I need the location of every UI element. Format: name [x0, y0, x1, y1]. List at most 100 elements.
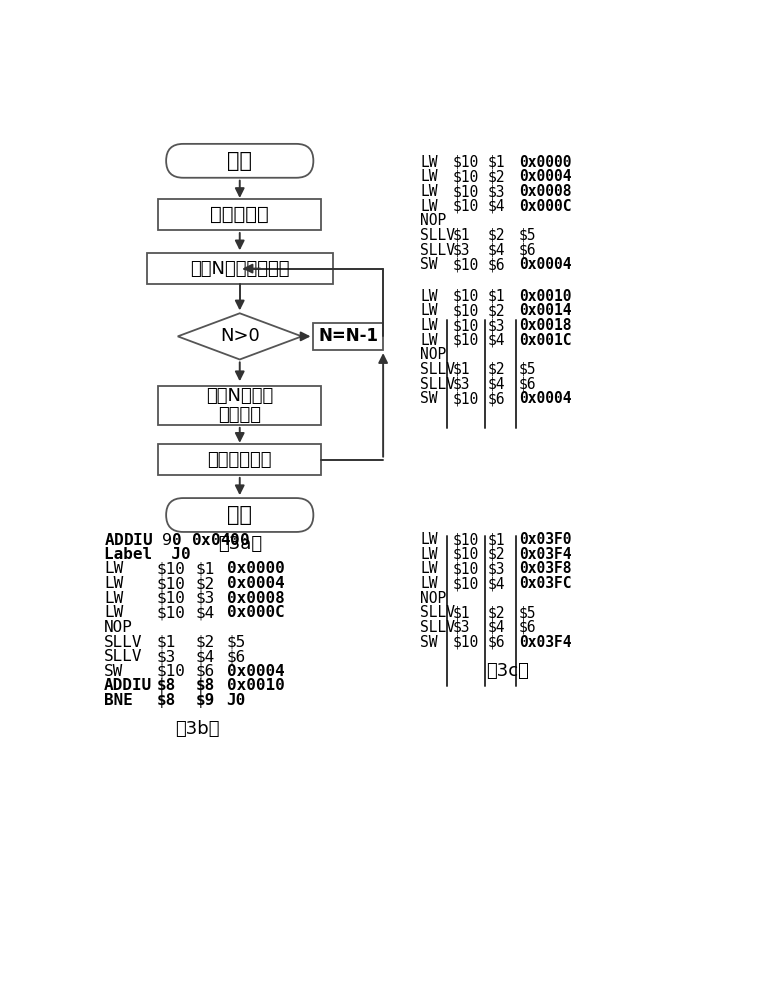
Text: $10: $10: [157, 576, 186, 591]
Text: $10: $10: [453, 155, 479, 170]
Text: SLLV: SLLV: [104, 649, 143, 664]
Text: 0x000C: 0x000C: [227, 605, 284, 620]
Text: NOP: NOP: [420, 213, 446, 228]
Text: $2: $2: [488, 362, 505, 377]
Text: $4: $4: [488, 576, 505, 591]
Text: SLLV: SLLV: [420, 243, 456, 258]
FancyBboxPatch shape: [166, 498, 313, 532]
Text: $10: $10: [453, 333, 479, 348]
Text: 0x0010: 0x0010: [227, 678, 284, 693]
Text: 0x03F0: 0x03F0: [519, 532, 571, 547]
Text: LW: LW: [420, 169, 438, 184]
Text: NOP: NOP: [420, 347, 446, 362]
Text: SLLV: SLLV: [420, 362, 456, 377]
Text: LW: LW: [420, 333, 438, 348]
Text: $10: $10: [453, 547, 479, 562]
Text: LW: LW: [420, 561, 438, 576]
Text: $10: $10: [453, 391, 479, 406]
Text: 移除控制器: 移除控制器: [210, 205, 269, 224]
Text: $5: $5: [519, 605, 537, 620]
Text: 0x0004: 0x0004: [519, 169, 571, 184]
Text: （3c）: （3c）: [486, 662, 529, 680]
Text: 0x0000: 0x0000: [227, 561, 284, 576]
Text: 终止: 终止: [227, 505, 252, 525]
Text: $3: $3: [488, 318, 505, 333]
Text: 0x03F4: 0x03F4: [519, 547, 571, 562]
Text: 0x0000: 0x0000: [519, 155, 571, 170]
Text: 0x0014: 0x0014: [519, 303, 571, 318]
Text: SLLV: SLLV: [420, 605, 456, 620]
Text: LW: LW: [420, 199, 438, 214]
Text: $1: $1: [488, 532, 505, 547]
Text: NOP: NOP: [104, 620, 133, 635]
Text: $10: $10: [157, 561, 186, 576]
Text: LW: LW: [420, 155, 438, 170]
Text: $6: $6: [519, 243, 537, 258]
Text: $3: $3: [453, 620, 470, 635]
Text: $6: $6: [488, 391, 505, 406]
Text: $6: $6: [519, 377, 537, 392]
Text: $1: $1: [453, 362, 470, 377]
Text: Label  J0: Label J0: [104, 547, 190, 562]
Text: 0x000C: 0x000C: [519, 199, 571, 214]
Text: J0: J0: [227, 693, 246, 708]
Text: $2: $2: [488, 228, 505, 243]
Text: 0x001C: 0x001C: [519, 333, 571, 348]
Text: $4: $4: [488, 199, 505, 214]
Text: $10: $10: [453, 561, 479, 576]
Bar: [158, 199, 322, 230]
Text: ADDIU $9  $0 0x0400: ADDIU $9 $0 0x0400: [104, 532, 251, 548]
Text: 0x03FC: 0x03FC: [519, 576, 571, 591]
Text: $2: $2: [488, 547, 505, 562]
Text: $3: $3: [453, 243, 470, 258]
Text: $3: $3: [157, 649, 176, 664]
Text: $4: $4: [196, 649, 215, 664]
Text: LW: LW: [104, 576, 123, 591]
Text: NOP: NOP: [420, 591, 446, 606]
Text: LW: LW: [104, 561, 123, 576]
Text: $1: $1: [488, 155, 505, 170]
Text: LW: LW: [420, 547, 438, 562]
Text: 0x0008: 0x0008: [519, 184, 571, 199]
Text: ADDIU: ADDIU: [104, 678, 152, 693]
Text: $8: $8: [157, 678, 176, 693]
Text: SW: SW: [420, 391, 438, 406]
Text: $10: $10: [453, 199, 479, 214]
Text: $10: $10: [157, 605, 186, 620]
Text: LW: LW: [420, 532, 438, 547]
Text: 0x03F8: 0x03F8: [519, 561, 571, 576]
Text: 设置N等于循环次数: 设置N等于循环次数: [190, 260, 289, 278]
Text: LW: LW: [104, 591, 123, 606]
Text: $6: $6: [227, 649, 246, 664]
Text: 0x0008: 0x0008: [227, 591, 284, 606]
Text: $10: $10: [157, 664, 186, 679]
Text: $10: $10: [453, 303, 479, 318]
Polygon shape: [178, 313, 301, 359]
Text: $5: $5: [519, 228, 537, 243]
Bar: [158, 444, 322, 475]
Text: 0x0004: 0x0004: [227, 664, 284, 679]
Text: 0x0018: 0x0018: [519, 318, 571, 333]
Bar: [146, 253, 333, 284]
Text: 偏移地址: 偏移地址: [218, 406, 261, 424]
Text: 0x0004: 0x0004: [519, 257, 571, 272]
Text: 0x03F4: 0x03F4: [519, 635, 571, 650]
Text: N>0: N>0: [220, 327, 260, 345]
Text: BNE: BNE: [104, 693, 133, 708]
Text: 0x0004: 0x0004: [227, 576, 284, 591]
Text: $2: $2: [488, 169, 505, 184]
Bar: [313, 323, 383, 350]
Text: LW: LW: [420, 303, 438, 318]
Text: $10: $10: [453, 532, 479, 547]
Text: $10: $10: [453, 289, 479, 304]
Text: LW: LW: [420, 318, 438, 333]
Text: $10: $10: [157, 591, 186, 606]
Text: $9: $9: [196, 693, 215, 708]
Text: $3: $3: [453, 377, 470, 392]
Text: SLLV: SLLV: [420, 620, 456, 635]
Bar: [158, 386, 322, 425]
Text: $8: $8: [157, 693, 176, 708]
Text: 0x0004: 0x0004: [519, 391, 571, 406]
Text: LW: LW: [420, 576, 438, 591]
Text: $8: $8: [196, 678, 215, 693]
